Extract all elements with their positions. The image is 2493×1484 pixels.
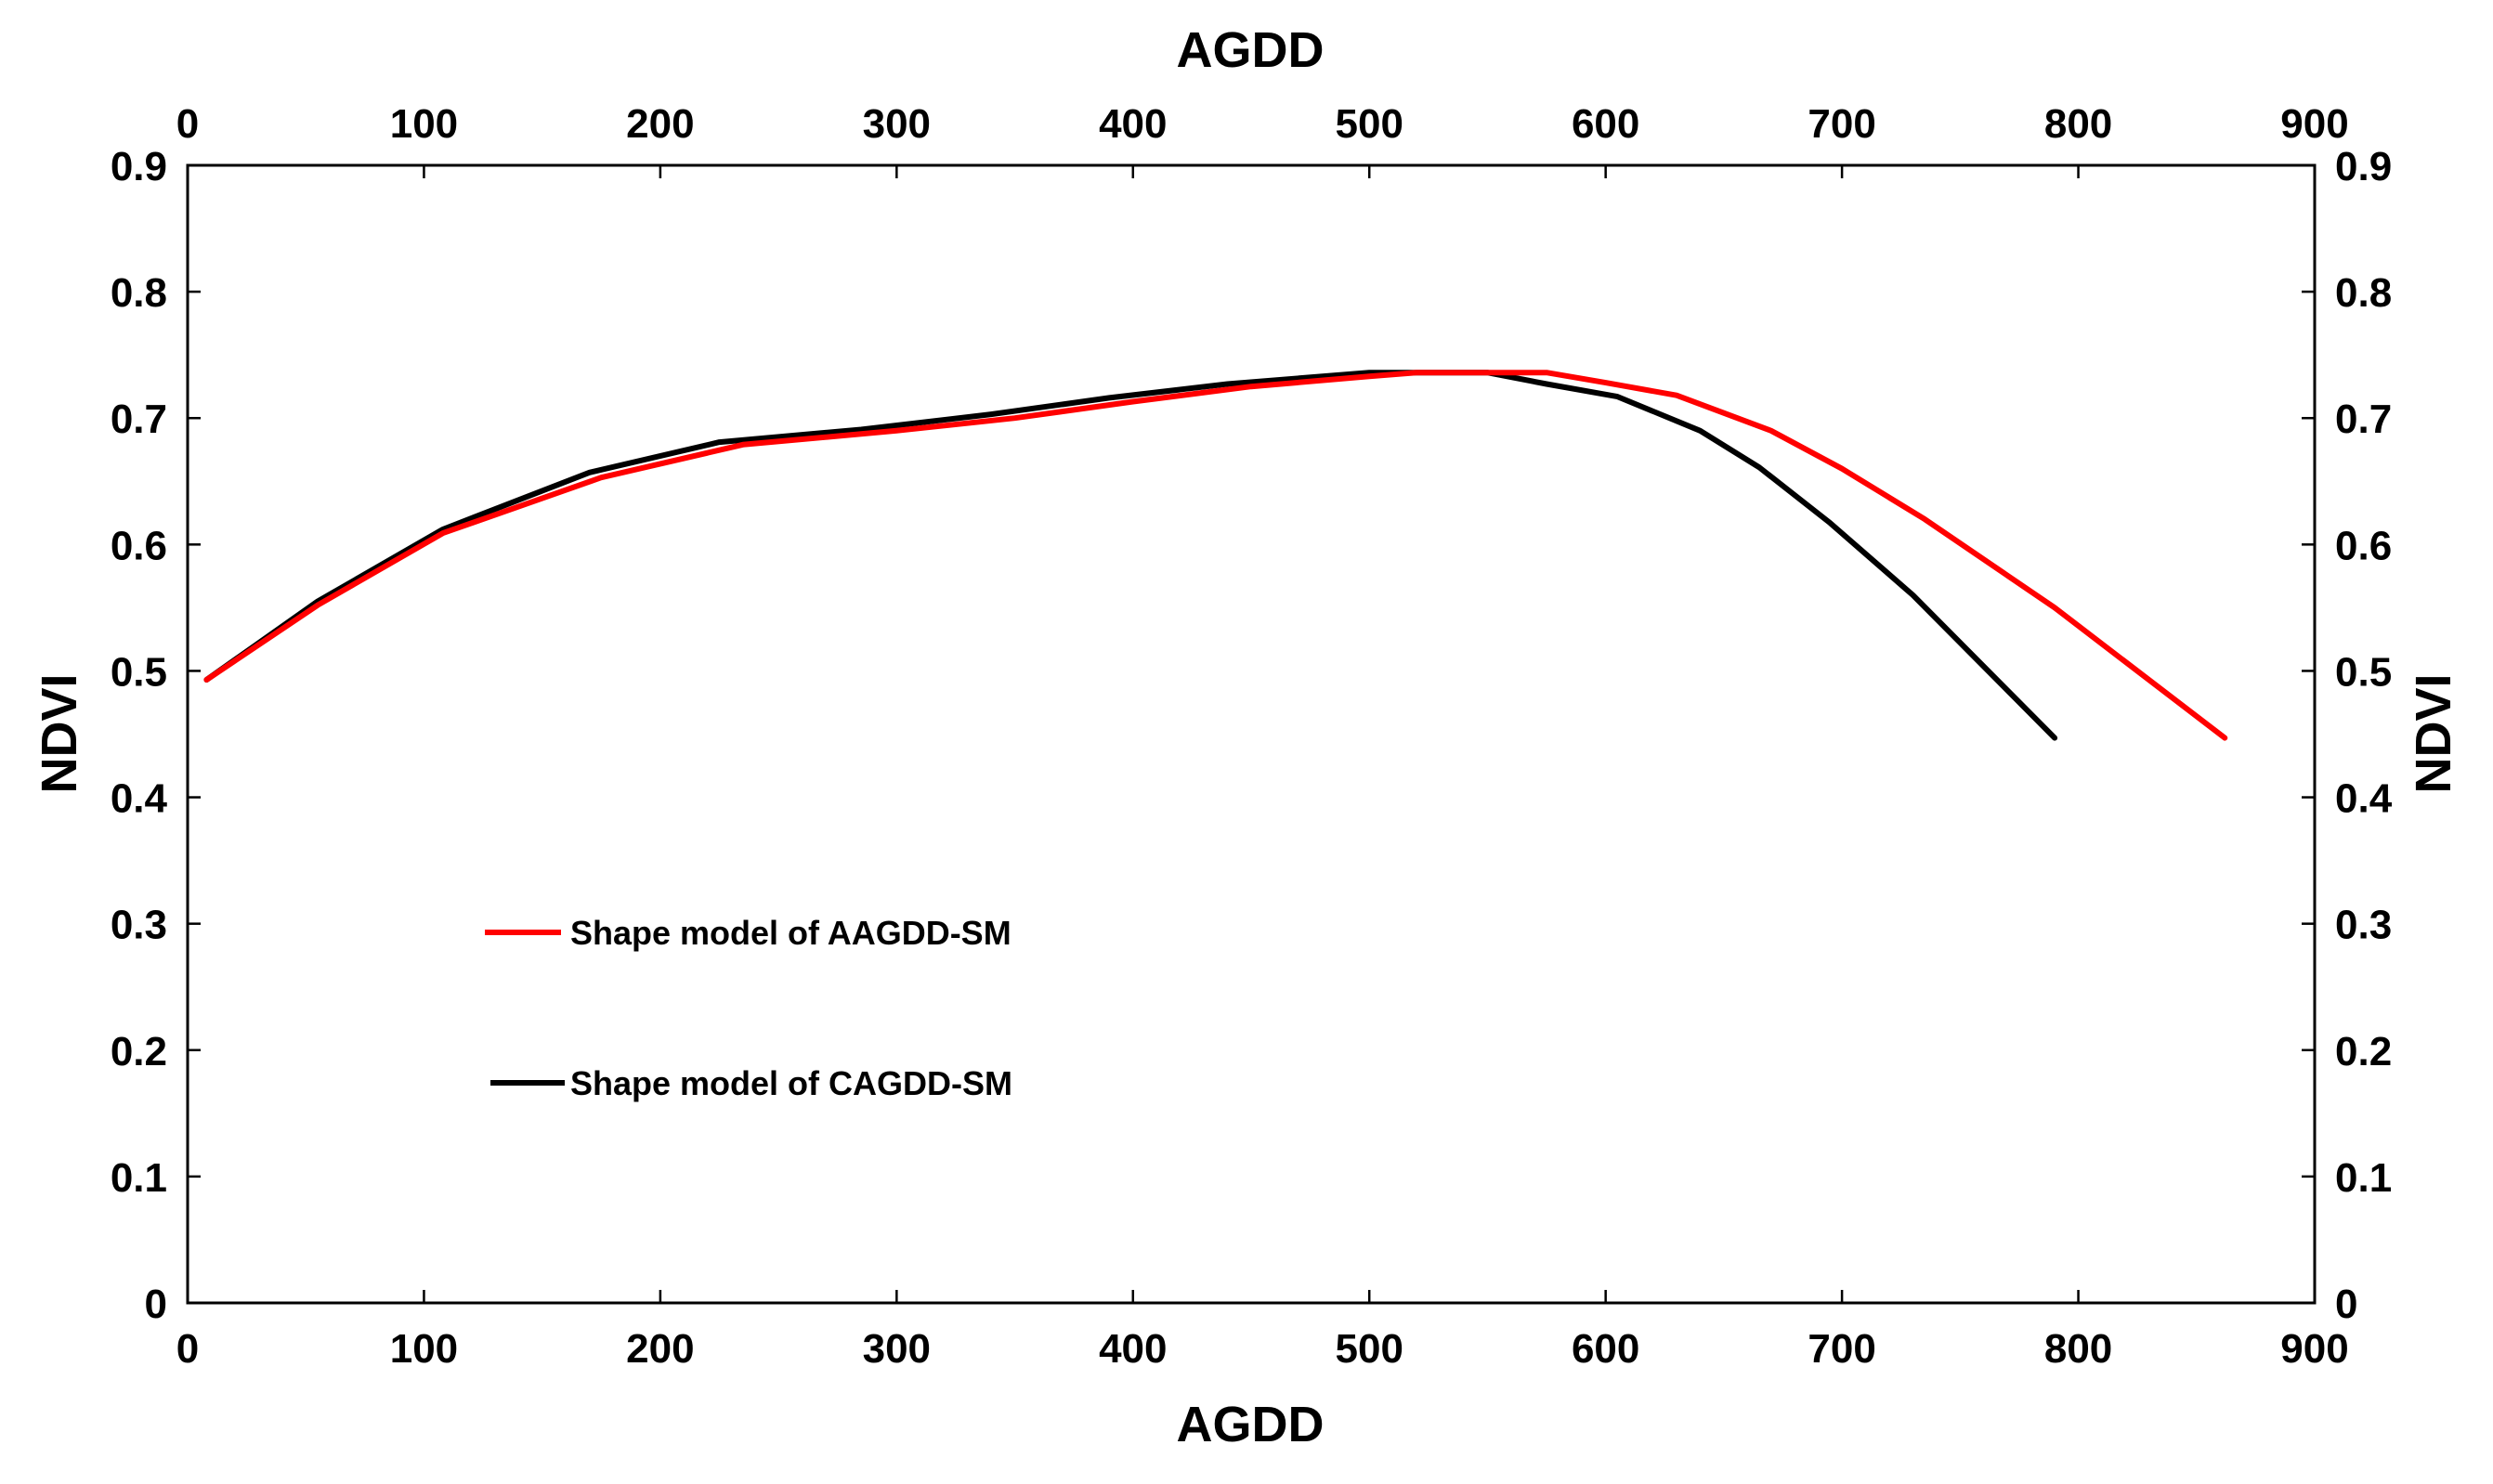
y-tick-label-left: 0.4 bbox=[111, 776, 168, 822]
y-tick-label-left: 0.8 bbox=[111, 270, 167, 316]
x-tick-label-top: 800 bbox=[2044, 101, 2112, 147]
x-tick-label-top: 600 bbox=[1572, 101, 1639, 147]
x-tick-label-top: 400 bbox=[1099, 101, 1167, 147]
x-tick-label-bottom: 900 bbox=[2280, 1326, 2348, 1372]
y-tick-label-left: 0.9 bbox=[111, 144, 167, 189]
legend-label-aagdd: Shape model of AAGDD-SM bbox=[570, 914, 1012, 952]
x-tick-label-bottom: 500 bbox=[1336, 1326, 1403, 1372]
x-tick-label-bottom: 800 bbox=[2044, 1326, 2112, 1372]
x-tick-label-bottom: 200 bbox=[626, 1326, 694, 1372]
x-tick-label-bottom: 700 bbox=[1808, 1326, 1875, 1372]
axis-ticks: 0010010020020030030040040050050060060070… bbox=[111, 101, 2393, 1372]
y-tick-label-left: 0.1 bbox=[111, 1155, 167, 1201]
series-line-shape-model-of-cagdd-sm bbox=[203, 370, 2058, 741]
y-tick-label-right: 0 bbox=[2335, 1282, 2357, 1327]
x-tick-label-top: 900 bbox=[2280, 101, 2348, 147]
x-axis-title-top: AGDD bbox=[1177, 22, 1325, 78]
y-tick-label-left: 0.3 bbox=[111, 903, 167, 948]
series-lines bbox=[203, 370, 2228, 741]
y-tick-label-right: 0.1 bbox=[2335, 1155, 2392, 1201]
legend: Shape model of AAGDD-SM Shape model of C… bbox=[485, 914, 1012, 1102]
x-tick-label-bottom: 400 bbox=[1099, 1326, 1167, 1372]
y-axis-title-right: NDVI bbox=[2406, 673, 2461, 793]
y-tick-label-right: 0.8 bbox=[2335, 270, 2392, 316]
y-tick-label-right: 0.5 bbox=[2335, 649, 2392, 695]
y-tick-label-right: 0.2 bbox=[2335, 1029, 2392, 1074]
x-tick-label-bottom: 300 bbox=[863, 1326, 931, 1372]
x-tick-label-bottom: 600 bbox=[1572, 1326, 1639, 1372]
y-tick-label-left: 0.6 bbox=[111, 523, 167, 568]
y-tick-label-left: 0 bbox=[145, 1282, 167, 1327]
y-tick-label-left: 0.7 bbox=[111, 397, 167, 442]
y-tick-label-right: 0.7 bbox=[2335, 397, 2392, 442]
x-tick-label-top: 300 bbox=[863, 101, 931, 147]
y-tick-label-right: 0.3 bbox=[2335, 903, 2392, 948]
legend-label-cagdd: Shape model of CAGDD-SM bbox=[570, 1064, 1012, 1102]
y-tick-label-right: 0.6 bbox=[2335, 523, 2392, 568]
x-tick-label-top: 0 bbox=[176, 101, 199, 147]
x-tick-label-top: 100 bbox=[390, 101, 458, 147]
y-axis-title-left: NDVI bbox=[32, 673, 87, 793]
x-tick-label-top: 200 bbox=[626, 101, 694, 147]
x-tick-label-bottom: 0 bbox=[176, 1326, 199, 1372]
y-tick-label-left: 0.5 bbox=[111, 649, 167, 695]
x-axis-title-bottom: AGDD bbox=[1177, 1397, 1325, 1452]
x-tick-label-top: 500 bbox=[1336, 101, 1403, 147]
plot-frame bbox=[186, 163, 2317, 1305]
y-tick-label-left: 0.2 bbox=[111, 1029, 167, 1074]
y-tick-label-right: 0.9 bbox=[2335, 144, 2392, 189]
series-line-shape-model-of-aagdd-sm bbox=[203, 370, 2228, 741]
y-tick-label-right: 0.4 bbox=[2335, 776, 2393, 822]
x-tick-label-top: 700 bbox=[1808, 101, 1875, 147]
x-tick-label-bottom: 100 bbox=[390, 1326, 458, 1372]
